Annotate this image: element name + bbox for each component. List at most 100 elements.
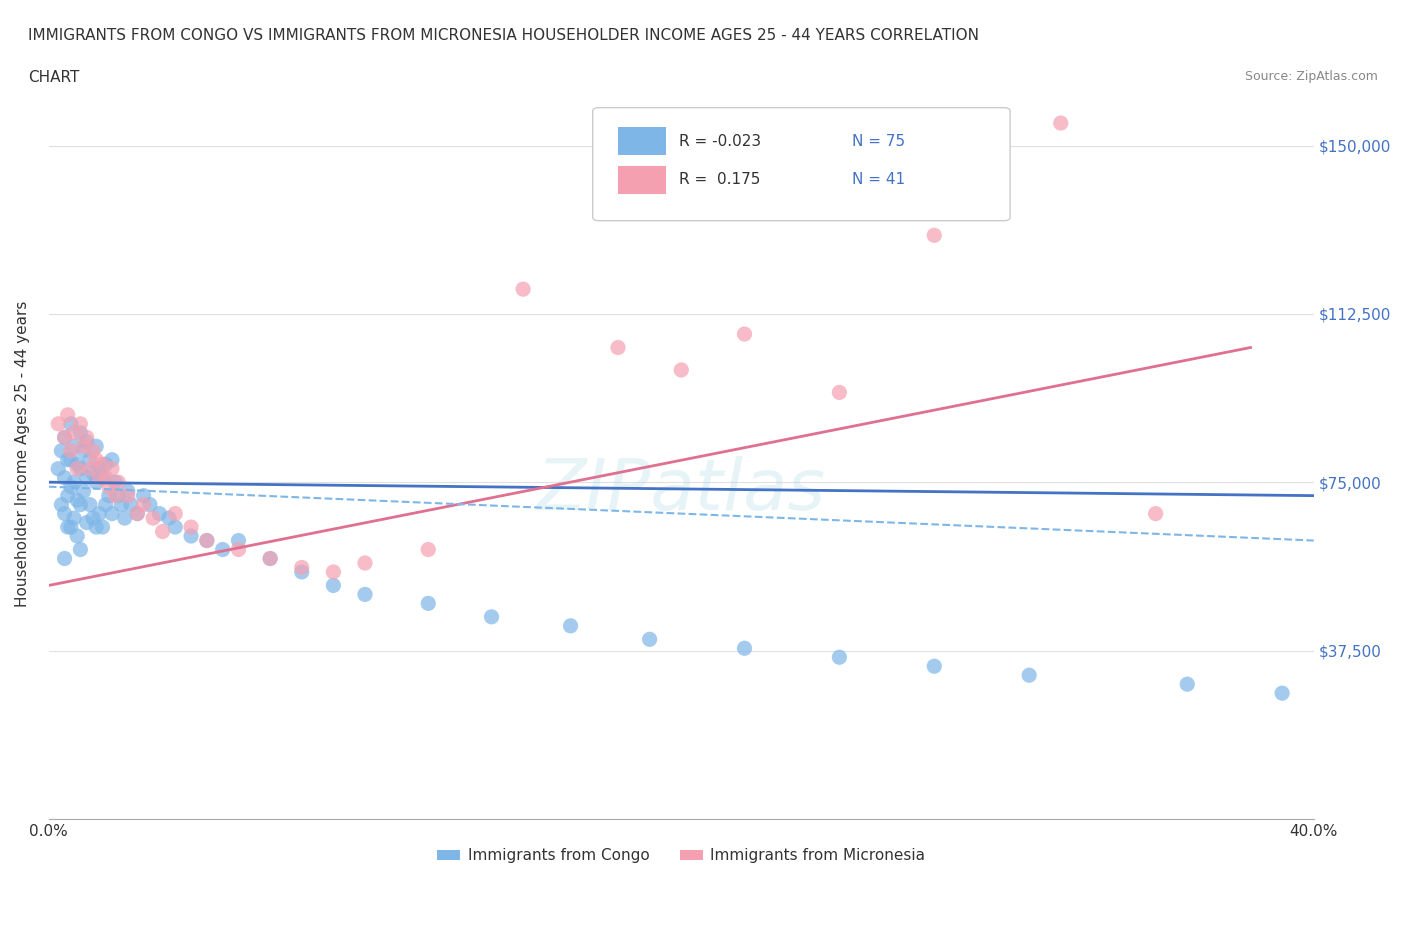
- Point: [354, 555, 377, 570]
- Text: R = -0.023: R = -0.023: [679, 134, 761, 149]
- Point: [132, 498, 155, 512]
- Text: CHART: CHART: [28, 70, 80, 85]
- Point: [922, 658, 945, 673]
- Point: [127, 506, 149, 521]
- Text: ZIPatlas: ZIPatlas: [537, 456, 825, 525]
- Point: [69, 417, 91, 432]
- Text: R =  0.175: R = 0.175: [679, 172, 761, 187]
- Point: [127, 506, 149, 521]
- Point: [76, 471, 98, 485]
- Point: [94, 471, 117, 485]
- Point: [94, 457, 117, 472]
- Point: [922, 228, 945, 243]
- Point: [481, 609, 503, 624]
- Point: [82, 511, 104, 525]
- Point: [1144, 506, 1167, 521]
- Point: [291, 565, 314, 579]
- Point: [72, 484, 94, 498]
- Point: [66, 493, 89, 508]
- Point: [63, 425, 86, 440]
- Point: [291, 560, 314, 575]
- Point: [322, 578, 344, 592]
- Point: [53, 551, 76, 566]
- Point: [79, 498, 101, 512]
- Point: [157, 511, 180, 525]
- Point: [59, 479, 82, 494]
- Point: [94, 498, 117, 512]
- Point: [66, 457, 89, 472]
- Point: [76, 430, 98, 445]
- Point: [89, 471, 111, 485]
- Point: [84, 520, 107, 535]
- Point: [117, 484, 139, 498]
- Point: [46, 417, 69, 432]
- Point: [1271, 685, 1294, 700]
- Point: [418, 596, 440, 611]
- Point: [228, 542, 250, 557]
- Point: [734, 641, 756, 656]
- Point: [66, 528, 89, 543]
- Point: [79, 452, 101, 467]
- Point: [46, 461, 69, 476]
- Point: [63, 511, 86, 525]
- Point: [53, 506, 76, 521]
- Point: [63, 439, 86, 454]
- Point: [51, 444, 73, 458]
- Point: [114, 511, 136, 525]
- Point: [72, 444, 94, 458]
- Point: [671, 363, 693, 378]
- Point: [104, 474, 127, 489]
- Point: [89, 506, 111, 521]
- Point: [76, 515, 98, 530]
- Y-axis label: Householder Income Ages 25 - 44 years: Householder Income Ages 25 - 44 years: [15, 301, 30, 607]
- Point: [69, 542, 91, 557]
- Point: [828, 650, 851, 665]
- Point: [1018, 668, 1040, 683]
- Text: N = 75: N = 75: [852, 134, 905, 149]
- Point: [1049, 115, 1071, 130]
- Point: [63, 474, 86, 489]
- Point: [69, 498, 91, 512]
- Point: [165, 506, 187, 521]
- Text: IMMIGRANTS FROM CONGO VS IMMIGRANTS FROM MICRONESIA HOUSEHOLDER INCOME AGES 25 -: IMMIGRANTS FROM CONGO VS IMMIGRANTS FROM…: [28, 28, 979, 43]
- Point: [72, 439, 94, 454]
- Point: [101, 452, 124, 467]
- Point: [107, 488, 129, 503]
- Point: [97, 479, 120, 494]
- Point: [228, 533, 250, 548]
- Point: [418, 542, 440, 557]
- Point: [51, 498, 73, 512]
- Text: Source: ZipAtlas.com: Source: ZipAtlas.com: [1244, 70, 1378, 83]
- Point: [120, 498, 142, 512]
- Point: [142, 511, 165, 525]
- Point: [53, 430, 76, 445]
- Point: [101, 461, 124, 476]
- Point: [734, 326, 756, 341]
- Point: [82, 466, 104, 481]
- Point: [91, 457, 114, 472]
- Point: [56, 520, 79, 535]
- Point: [148, 506, 170, 521]
- Point: [560, 618, 582, 633]
- Point: [76, 434, 98, 449]
- Point: [104, 488, 127, 503]
- Point: [195, 533, 218, 548]
- Point: [828, 385, 851, 400]
- Point: [84, 439, 107, 454]
- Point: [322, 565, 344, 579]
- Point: [195, 533, 218, 548]
- Point: [107, 474, 129, 489]
- Point: [512, 282, 534, 297]
- Point: [91, 471, 114, 485]
- Point: [59, 520, 82, 535]
- Point: [97, 488, 120, 503]
- Bar: [619, 166, 666, 193]
- Point: [354, 587, 377, 602]
- Point: [79, 461, 101, 476]
- Point: [84, 452, 107, 467]
- Point: [139, 498, 162, 512]
- Point: [56, 407, 79, 422]
- Point: [53, 471, 76, 485]
- Point: [180, 520, 202, 535]
- Point: [117, 488, 139, 503]
